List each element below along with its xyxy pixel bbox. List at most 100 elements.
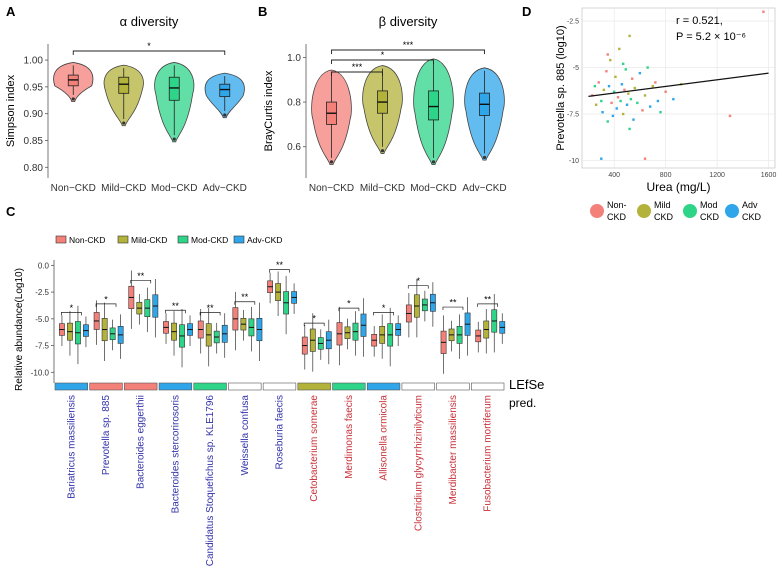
- lefse-pred-bar: [193, 382, 227, 391]
- lefse-pred-bar: [228, 382, 262, 391]
- lefse-label: LEfSe: [509, 377, 544, 392]
- significance-bracket: [477, 303, 499, 307]
- regression-line: [588, 72, 769, 97]
- y-tick-label: 0.85: [24, 136, 44, 147]
- data-point: [624, 68, 627, 71]
- pred-label: pred.: [509, 396, 536, 410]
- data-point: [605, 70, 608, 73]
- y-tick-label: -2.5: [567, 19, 579, 26]
- legend-swatch: [177, 235, 189, 244]
- significance-label: *: [70, 303, 74, 313]
- significance-label: ***: [352, 62, 363, 72]
- significance-label: *: [381, 50, 385, 60]
- legend-swatch: [117, 235, 129, 244]
- significance-label: **: [276, 260, 284, 270]
- outlier-point: [71, 97, 75, 101]
- data-point: [628, 127, 631, 131]
- data-point: [600, 99, 603, 103]
- data-point: [638, 71, 642, 75]
- x-tick-label: 800: [660, 172, 672, 179]
- box: [168, 76, 180, 101]
- y-tick-label: -10.0: [31, 368, 50, 377]
- taxon-label: Clostridium glycyrrhizinilyticum: [413, 395, 424, 531]
- significance-label: **: [207, 303, 215, 313]
- data-point: [762, 10, 765, 13]
- y-tick-label: 0.95: [24, 82, 44, 93]
- data-point: [633, 86, 636, 90]
- taxon-label: Merdibacter massiliensis: [448, 395, 459, 504]
- data-point: [621, 112, 625, 116]
- legend-marker: [683, 204, 697, 218]
- data-point: [659, 110, 662, 114]
- legend-label: Mild-CKD: [131, 235, 167, 245]
- data-point: [594, 103, 598, 106]
- annotation-p: P = 5.2 × 10⁻⁶: [676, 31, 746, 43]
- significance-bracket: [331, 71, 383, 76]
- lefse-pred-bar: [89, 382, 123, 391]
- legend-swatch: [55, 235, 67, 244]
- significance-bracket: [338, 307, 360, 312]
- y-tick-label: -5: [573, 65, 579, 72]
- box: [118, 76, 130, 94]
- significance-label: **: [137, 271, 145, 281]
- y-tick-label: 1.00: [24, 56, 44, 67]
- y-tick-label: -2.5: [35, 288, 49, 297]
- lefse-pred-bar: [401, 382, 435, 391]
- significance-bracket: [95, 303, 117, 307]
- legend-marker: [725, 204, 739, 218]
- data-point: [611, 114, 615, 118]
- legend-label-line1: Non-: [607, 200, 627, 210]
- data-point: [612, 90, 616, 93]
- taxon-label: Allisonella ormicola: [379, 395, 390, 481]
- data-point: [656, 99, 660, 103]
- y-tick-label: 0.0: [38, 261, 50, 270]
- data-point: [601, 110, 604, 114]
- lefse-pred-bar: [158, 382, 193, 391]
- significance-bracket: [407, 285, 429, 289]
- violin-panel-b: β diversity BrayCurtis index 0.6 0.8 1.0 Non−…: [263, 14, 507, 194]
- data-point: [646, 66, 649, 69]
- legend-label: Adv-CKD: [247, 235, 282, 245]
- legend-label-line2: CKD: [700, 212, 720, 222]
- taxon-label: Bariatricus massiliensis: [66, 395, 77, 499]
- outlier-point: [223, 113, 227, 117]
- box: [219, 83, 231, 97]
- x-axis-label: Urea (mg/L): [646, 180, 710, 194]
- significance-bracket: [331, 59, 434, 64]
- significance-bracket: [331, 49, 485, 54]
- data-point: [643, 94, 647, 97]
- taxon-label: Roseburia faecis: [275, 395, 286, 469]
- data-point: [616, 96, 620, 99]
- significance-bracket: [234, 301, 256, 305]
- significance-bracket: [373, 312, 394, 316]
- lefse-pred-bar: [366, 382, 401, 391]
- significance-bracket: [72, 50, 226, 55]
- data-point: [627, 92, 630, 95]
- significance-label: *: [147, 41, 151, 51]
- significance-label: **: [484, 294, 492, 304]
- chart-title: β diversity: [379, 14, 438, 29]
- legend-label-line2: CKD: [742, 212, 762, 222]
- significance-bracket: [130, 279, 152, 284]
- significance-bracket: [303, 322, 325, 327]
- x-tick-label: 1600: [761, 172, 777, 179]
- legend-label: Non-CKD: [69, 235, 105, 245]
- y-tick-label: 0.80: [24, 163, 44, 174]
- significance-label: **: [241, 292, 249, 302]
- outlier-point: [172, 137, 176, 141]
- outlier-point: [431, 160, 436, 164]
- taxon-label: Cetobacterium somerae: [309, 395, 320, 502]
- y-tick-label: 0.6: [287, 142, 301, 153]
- significance-label: ***: [403, 40, 414, 50]
- panel-label-d: D: [522, 4, 531, 19]
- panel-label-c: C: [6, 204, 16, 219]
- data-point: [597, 81, 600, 84]
- boxplot-panel-c: Relative abundance(Log10) 0.0 -2.5 -5.0 -7.5…: [14, 235, 544, 566]
- lefse-pred-bar: [297, 382, 331, 391]
- outlier-point: [482, 155, 487, 160]
- panel-label-a: A: [6, 4, 16, 19]
- y-tick-label: -7.5: [567, 112, 579, 119]
- legend-label-line2: CKD: [607, 212, 627, 222]
- x-tick-label: 1200: [709, 172, 725, 179]
- significance-label: *: [347, 299, 351, 309]
